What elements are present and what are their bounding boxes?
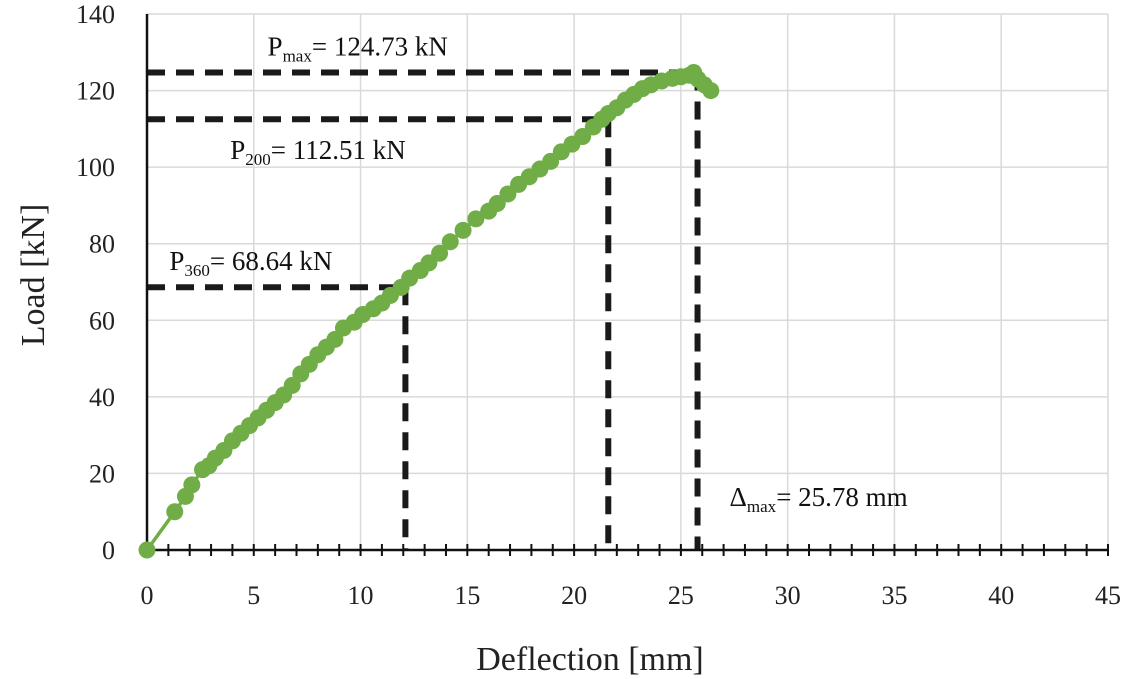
y-tick-label: 100 (76, 153, 115, 182)
annotation-symbol: P (169, 246, 184, 276)
x-tick-label: 40 (988, 581, 1014, 610)
data-point (467, 210, 485, 228)
annotation-symbol: P (268, 31, 283, 61)
annotation-label: P360= 68.64 kN (169, 246, 332, 280)
y-axis-title: Load [kN] (15, 204, 52, 347)
annotation-subscript: max (747, 497, 777, 516)
x-tick-label: 20 (561, 581, 587, 610)
x-tick-label: 5 (247, 581, 260, 610)
y-tick-label: 80 (89, 230, 115, 259)
annotation-symbol: P (230, 135, 245, 165)
y-tick-label: 20 (89, 459, 115, 488)
annotation-label: P200= 112.51 kN (230, 135, 406, 169)
data-point (454, 221, 472, 239)
x-tick-label: 10 (348, 581, 374, 610)
annotation-value: = 112.51 kN (271, 135, 406, 165)
annotation-label: Pmax= 124.73 kN (268, 31, 448, 65)
annotation-label: Δmax= 25.78 mm (730, 482, 908, 516)
annotation-subscript: max (283, 46, 313, 65)
data-point (702, 82, 720, 100)
x-tick-label: 45 (1095, 581, 1121, 610)
y-tick-label: 140 (76, 0, 115, 29)
annotation-value: = 68.64 kN (210, 246, 332, 276)
annotation-subscript: 360 (184, 261, 210, 280)
y-tick-label: 60 (89, 306, 115, 335)
x-tick-label: 15 (454, 581, 480, 610)
x-tick-label: 35 (881, 581, 907, 610)
data-point (166, 503, 184, 521)
y-tick-label: 40 (89, 383, 115, 412)
data-point (431, 244, 449, 262)
data-point (138, 541, 156, 559)
axes (145, 14, 1109, 556)
annotation-value: = 25.78 mm (776, 482, 907, 512)
annotation-value: = 124.73 kN (312, 31, 448, 61)
x-tick-label: 0 (141, 581, 154, 610)
y-tick-label: 120 (76, 77, 115, 106)
x-axis-title: Deflection [mm] (476, 641, 704, 678)
x-tick-label: 25 (668, 581, 694, 610)
data-point (441, 233, 459, 251)
x-tick-label: 30 (775, 581, 801, 610)
annotation-symbol: Δ (730, 482, 747, 512)
data-series (138, 63, 720, 559)
tick-labels: 0 20 40 60 80 100 120 140 0 5 10 15 20 25 30 35 40 45 (76, 0, 1121, 610)
y-tick-label: 0 (102, 536, 115, 565)
reference-lines (147, 69, 701, 550)
annotation-subscript: 200 (245, 150, 271, 169)
data-point (183, 476, 201, 494)
